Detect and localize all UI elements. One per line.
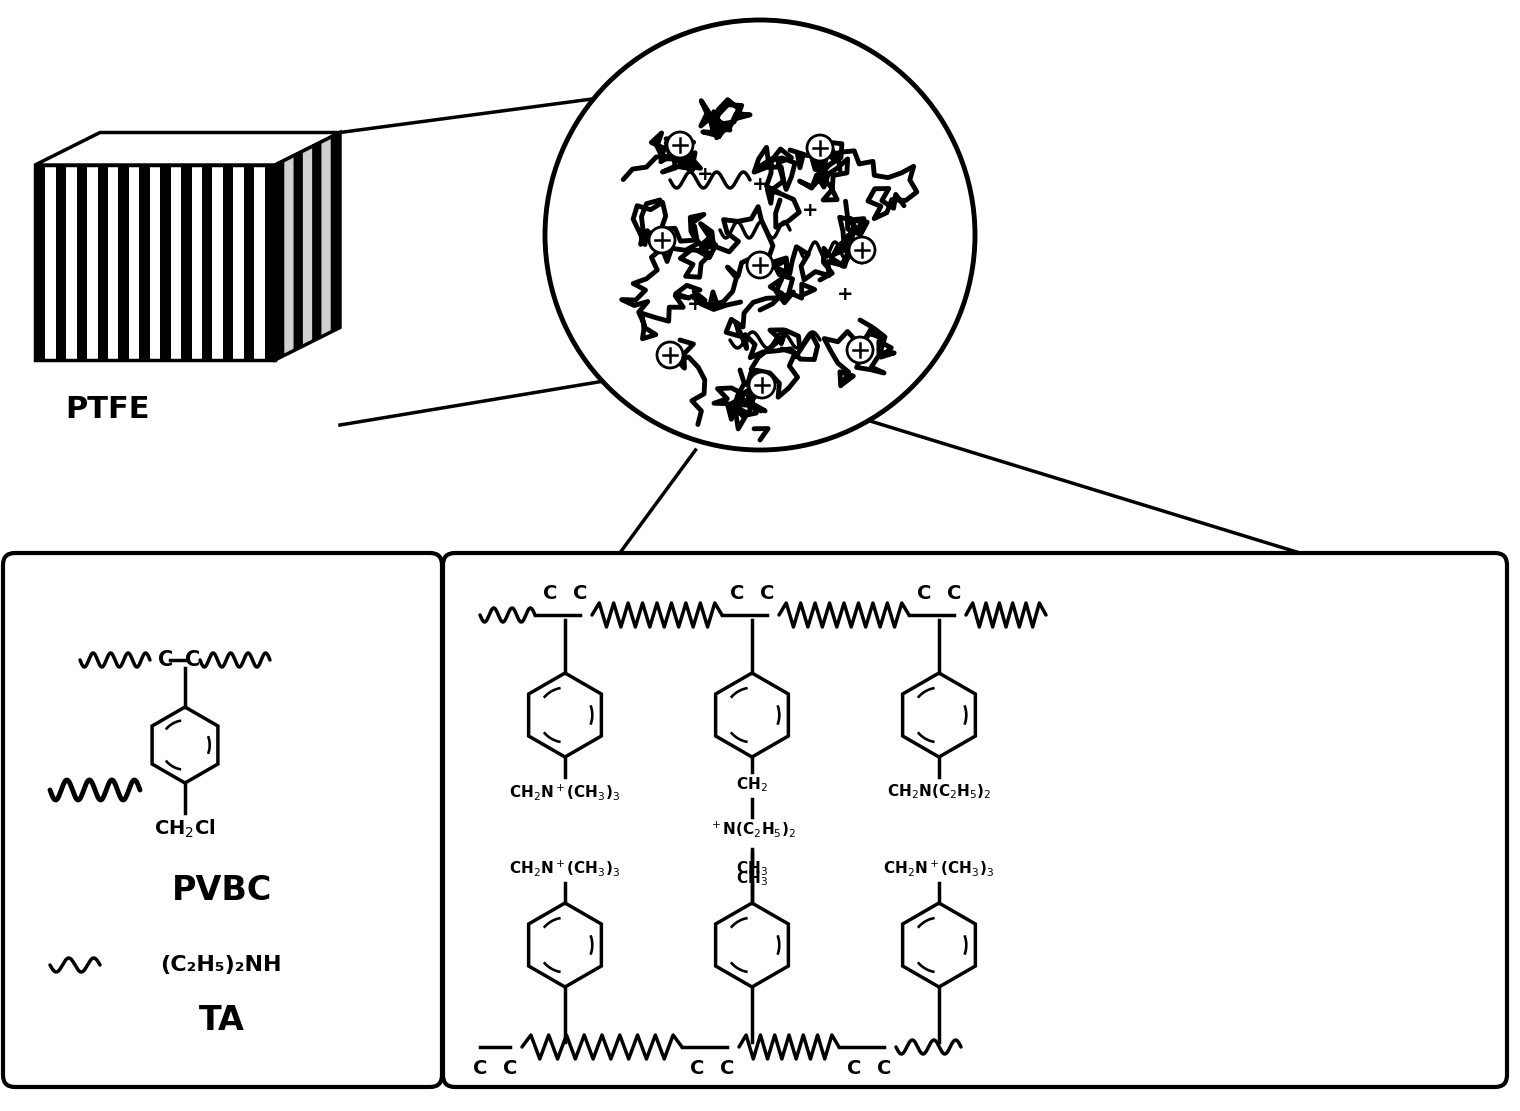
Circle shape xyxy=(850,237,876,263)
Polygon shape xyxy=(202,166,213,360)
Text: CH$_2$: CH$_2$ xyxy=(736,775,768,793)
Text: TA: TA xyxy=(199,1003,245,1037)
Text: CH$_3$: CH$_3$ xyxy=(736,869,768,888)
Text: C: C xyxy=(503,1059,517,1078)
Polygon shape xyxy=(56,166,67,360)
Text: C: C xyxy=(690,1059,704,1078)
Text: +: + xyxy=(801,200,818,220)
Polygon shape xyxy=(119,166,129,360)
Circle shape xyxy=(807,136,833,161)
Text: PTFE: PTFE xyxy=(65,396,149,424)
Text: CH$_2$N(C$_2$H$_5$)$_2$: CH$_2$N(C$_2$H$_5$)$_2$ xyxy=(886,782,991,801)
Polygon shape xyxy=(181,166,192,360)
Text: +: + xyxy=(696,166,713,184)
Polygon shape xyxy=(223,166,233,360)
Text: CH$_2$N$^+$(CH$_3$)$_3$: CH$_2$N$^+$(CH$_3$)$_3$ xyxy=(509,858,620,878)
Text: +: + xyxy=(836,286,853,304)
Text: C: C xyxy=(947,584,961,603)
Polygon shape xyxy=(35,166,275,360)
Text: C: C xyxy=(720,1059,734,1078)
Text: CH$_2$N$^+$(CH$_3$)$_3$: CH$_2$N$^+$(CH$_3$)$_3$ xyxy=(883,858,994,878)
Polygon shape xyxy=(35,166,46,360)
Polygon shape xyxy=(243,166,254,360)
FancyBboxPatch shape xyxy=(442,553,1506,1087)
Polygon shape xyxy=(275,160,284,360)
Polygon shape xyxy=(331,132,340,332)
Polygon shape xyxy=(35,132,340,166)
Text: C: C xyxy=(158,650,173,670)
Polygon shape xyxy=(97,166,108,360)
Polygon shape xyxy=(76,166,87,360)
Text: C: C xyxy=(473,1059,488,1078)
Text: C: C xyxy=(760,584,774,603)
Circle shape xyxy=(749,372,775,398)
Text: +: + xyxy=(752,176,768,194)
Circle shape xyxy=(546,20,974,450)
Circle shape xyxy=(667,132,693,158)
Circle shape xyxy=(746,252,774,278)
Text: $^+$N(C$_2$H$_5$)$_2$: $^+$N(C$_2$H$_5$)$_2$ xyxy=(708,819,795,839)
Text: C: C xyxy=(877,1059,891,1078)
Polygon shape xyxy=(312,142,321,341)
Text: (C₂H₅)₂NH: (C₂H₅)₂NH xyxy=(160,955,281,975)
Circle shape xyxy=(657,342,682,368)
Polygon shape xyxy=(293,151,302,351)
Polygon shape xyxy=(275,132,340,360)
Text: C: C xyxy=(730,584,745,603)
Text: C: C xyxy=(847,1059,862,1078)
Circle shape xyxy=(649,227,675,253)
FancyBboxPatch shape xyxy=(3,553,442,1087)
Polygon shape xyxy=(160,166,170,360)
Text: CH$_2$Cl: CH$_2$Cl xyxy=(155,818,216,840)
Polygon shape xyxy=(140,166,150,360)
Text: C: C xyxy=(185,650,201,670)
Text: +: + xyxy=(687,296,704,314)
Text: C: C xyxy=(917,584,932,603)
Text: CH$_3$: CH$_3$ xyxy=(736,859,768,878)
Polygon shape xyxy=(264,166,275,360)
Text: C: C xyxy=(573,584,587,603)
Text: PVBC: PVBC xyxy=(172,873,272,907)
Text: CH$_2$N$^+$(CH$_3$)$_3$: CH$_2$N$^+$(CH$_3$)$_3$ xyxy=(509,782,620,802)
Circle shape xyxy=(847,337,872,363)
Text: C: C xyxy=(543,584,558,603)
